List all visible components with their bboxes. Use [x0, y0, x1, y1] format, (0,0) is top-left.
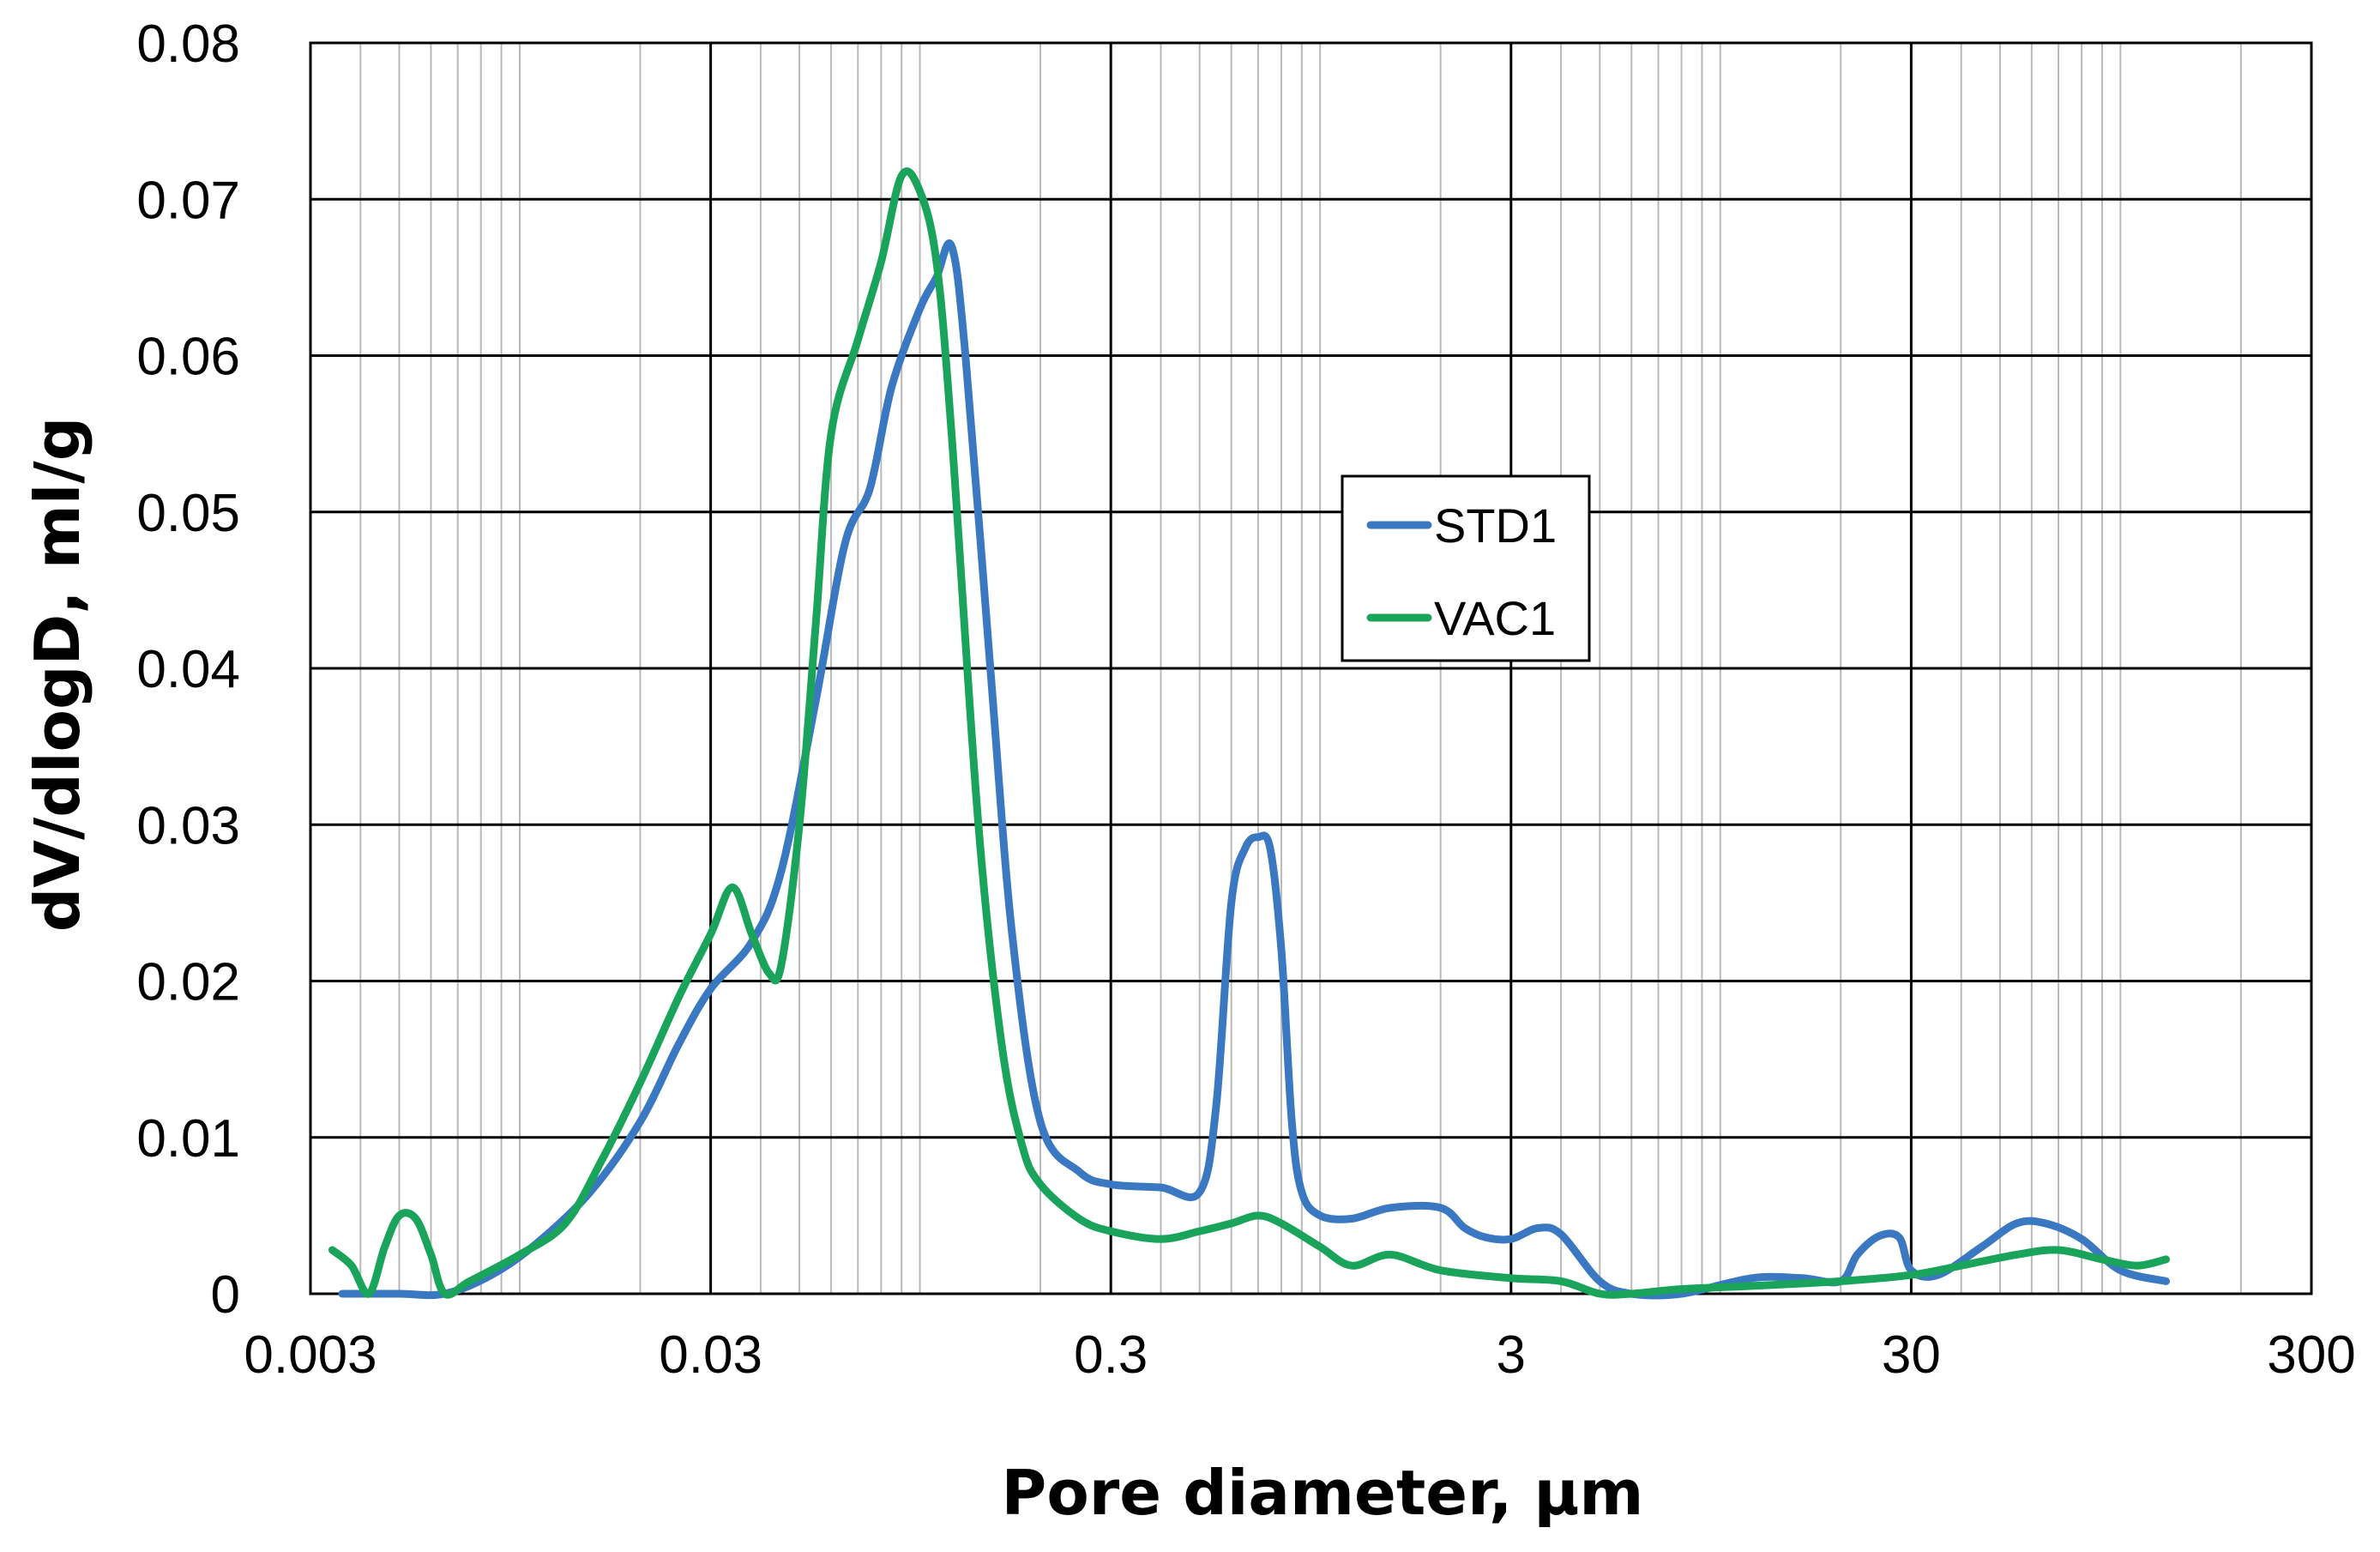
x-tick-labels: 0.003 0.03 0.3 3 30 300 — [244, 1326, 2355, 1385]
y-tick-label: 0.05 — [136, 484, 240, 543]
y-tick-label: 0.02 — [136, 953, 240, 1012]
legend-label-vac1: VAC1 — [1434, 591, 1556, 645]
legend-label-std1: STD1 — [1434, 498, 1557, 553]
plot-area-frame — [309, 41, 2313, 1295]
x-tick-label: 300 — [2267, 1326, 2355, 1385]
x-tick-label: 3 — [1497, 1326, 1526, 1385]
y-tick-label: 0.04 — [136, 640, 240, 699]
legend-box — [1341, 474, 1591, 662]
y-tick-label: 0.03 — [136, 796, 240, 855]
y-tick-labels: 0 0.01 0.02 0.03 0.04 0.05 0.06 0.07 0.08 — [136, 15, 240, 1325]
y-tick-label: 0 — [211, 1265, 240, 1325]
x-tick-label: 0.003 — [244, 1326, 377, 1385]
series-line-vac1 — [328, 167, 2170, 1299]
x-tick-label: 0.3 — [1074, 1326, 1148, 1385]
y-tick-label: 0.07 — [136, 171, 240, 230]
series-layer — [328, 167, 2170, 1300]
y-tick-label: 0.08 — [136, 15, 240, 74]
x-tick-label: 0.03 — [659, 1326, 762, 1385]
legend: STD1 VAC1 — [1341, 474, 1591, 662]
y-tick-label: 0.06 — [136, 328, 240, 387]
y-axis-title: dV/dlogD, ml/g — [21, 417, 93, 933]
y-tick-label: 0.01 — [136, 1109, 240, 1169]
x-tick-label: 30 — [1882, 1326, 1941, 1385]
x-axis-title: Pore diameter, µm — [1002, 1457, 1644, 1529]
